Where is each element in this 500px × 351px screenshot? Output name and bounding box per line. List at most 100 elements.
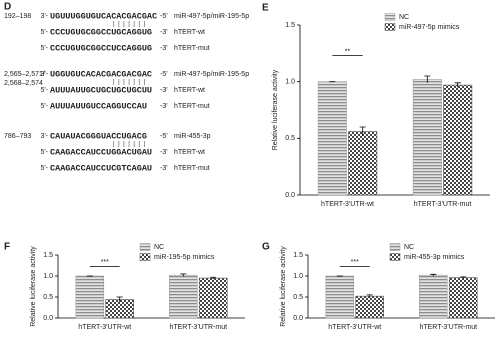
sequence: CAUAUACGGGUACCUGACG — [50, 131, 147, 141]
error-bar — [454, 82, 461, 88]
bar — [198, 277, 228, 319]
bar — [348, 131, 378, 196]
panel-label: E — [262, 3, 269, 14]
strand-end: -3' — [160, 165, 168, 172]
position: 2,565–2,571/ — [4, 71, 45, 78]
y-tick-label: 0.0 — [43, 315, 53, 322]
bar — [448, 277, 478, 319]
sequence: CAAGACCAUCCUCGTCAGAU — [50, 163, 152, 173]
strand-end: -5' — [160, 133, 168, 140]
legend-swatch — [389, 253, 401, 261]
y-axis-label: Relative luciferase activity — [272, 69, 279, 150]
y-tick-label: 1.0 — [285, 79, 295, 86]
strand-end: -3' — [160, 45, 168, 52]
sequence: CCCUGUGCGGCCUGCAGGUG — [50, 27, 152, 37]
strand-end: 3'- — [40, 13, 48, 20]
sequence: AUUUAUUGCUGCUGCUGCUU — [50, 85, 152, 95]
sequence-name: miR-455-3p — [174, 133, 211, 140]
y-axis-label: Relative luciferase activity — [30, 246, 37, 327]
sequence: UGUUUGGUGUCACACGACGAC — [50, 11, 157, 21]
error-bar — [116, 296, 123, 303]
x-tick-label: hTERT-3'UTR-mut — [419, 324, 477, 331]
sequence: UGGUGUCACACGACGACGAC — [50, 69, 152, 79]
sequence-name: hTERT-wt — [174, 87, 205, 94]
sequence: AUUUAUUGUCCAGGUCCAU — [50, 101, 147, 111]
legend-label: miR-497-5p mimics — [399, 24, 460, 31]
y-tick-label: 1.5 — [43, 252, 53, 259]
strand-end: 5'- — [40, 165, 48, 172]
sequence-name: miR-497-5p/miR-195-5p — [174, 13, 249, 20]
bar — [419, 274, 448, 319]
error-bar — [359, 126, 366, 137]
y-tick-label: 0.5 — [293, 294, 303, 301]
bar — [412, 79, 442, 196]
strand-end: 5'- — [40, 103, 48, 110]
sequence-name: hTERT-mut — [174, 103, 210, 110]
legend-swatch — [139, 253, 151, 261]
strand-end: -3' — [160, 149, 168, 156]
sequence-name: hTERT-mut — [174, 165, 210, 172]
legend-swatch — [389, 243, 401, 251]
strand-end: 3'- — [40, 71, 48, 78]
position: 2,568–2,574 — [4, 80, 43, 87]
error-bar — [460, 276, 467, 279]
significance-mark: *** — [101, 259, 109, 266]
sequence: CAAGACCAUCCUGGACUGAU — [50, 147, 152, 157]
legend-label: NC — [404, 244, 414, 251]
sequence: CCCUGUGCGGCCUCCAGGUG — [50, 43, 152, 53]
significance-mark: ** — [345, 48, 351, 55]
legend-label: NC — [399, 14, 409, 21]
x-tick-label: hTERT-3'UTR-mut — [414, 201, 472, 208]
y-tick-label: 1.0 — [293, 273, 303, 280]
y-tick-label: 0.0 — [293, 315, 303, 322]
legend-swatch — [384, 13, 396, 21]
panel-label: F — [4, 242, 10, 253]
legend-label: NC — [154, 244, 164, 251]
bar — [355, 295, 384, 319]
error-bar — [180, 273, 187, 277]
strand-end: -5' — [160, 13, 168, 20]
strand-end: 5'- — [40, 149, 48, 156]
error-bar — [210, 276, 217, 279]
y-axis-label: Relative luciferase activity — [280, 246, 287, 327]
significance-mark: *** — [351, 259, 359, 266]
legend-swatch — [384, 23, 396, 31]
strand-end: -3' — [160, 87, 168, 94]
x-tick-label: hTERT-3'UTR-wt — [328, 324, 381, 331]
bar — [443, 84, 473, 196]
strand-end: -3' — [160, 103, 168, 110]
strand-end: -5' — [160, 71, 168, 78]
bar — [75, 275, 105, 319]
bar — [169, 274, 198, 319]
bar — [325, 275, 355, 319]
panel-label: G — [262, 242, 270, 253]
y-tick-label: 1.0 — [43, 273, 53, 280]
x-tick-label: hTERT-3'UTR-wt — [78, 324, 131, 331]
strand-end: 5'- — [40, 87, 48, 94]
x-tick-label: hTERT-3'UTR-mut — [169, 324, 227, 331]
y-tick-label: 0.5 — [285, 135, 295, 142]
legend-label: miR-195-5p mimics — [154, 254, 215, 261]
y-tick-label: 0.0 — [285, 192, 295, 199]
y-tick-label: 1.5 — [293, 252, 303, 259]
x-tick-label: hTERT-3'UTR-wt — [321, 201, 374, 208]
error-bar — [424, 75, 431, 83]
y-tick-label: 0.5 — [43, 294, 53, 301]
position: 192–198 — [4, 13, 31, 20]
error-bar — [430, 273, 437, 276]
strand-end: 5'- — [40, 29, 48, 36]
sequence-name: hTERT-mut — [174, 45, 210, 52]
sequence-name: hTERT-wt — [174, 149, 205, 156]
legend-swatch — [139, 243, 151, 251]
y-tick-label: 1.5 — [285, 22, 295, 29]
position: 786–793 — [4, 133, 31, 140]
strand-end: 5'- — [40, 45, 48, 52]
sequence-name: hTERT-wt — [174, 29, 205, 36]
bar — [317, 81, 347, 196]
panel-label: D — [4, 2, 11, 13]
strand-end: 3'- — [40, 133, 48, 140]
sequence-name: miR-497-5p/miR-195-5p — [174, 71, 249, 78]
legend-label: miR-455-3p mimics — [404, 254, 465, 261]
